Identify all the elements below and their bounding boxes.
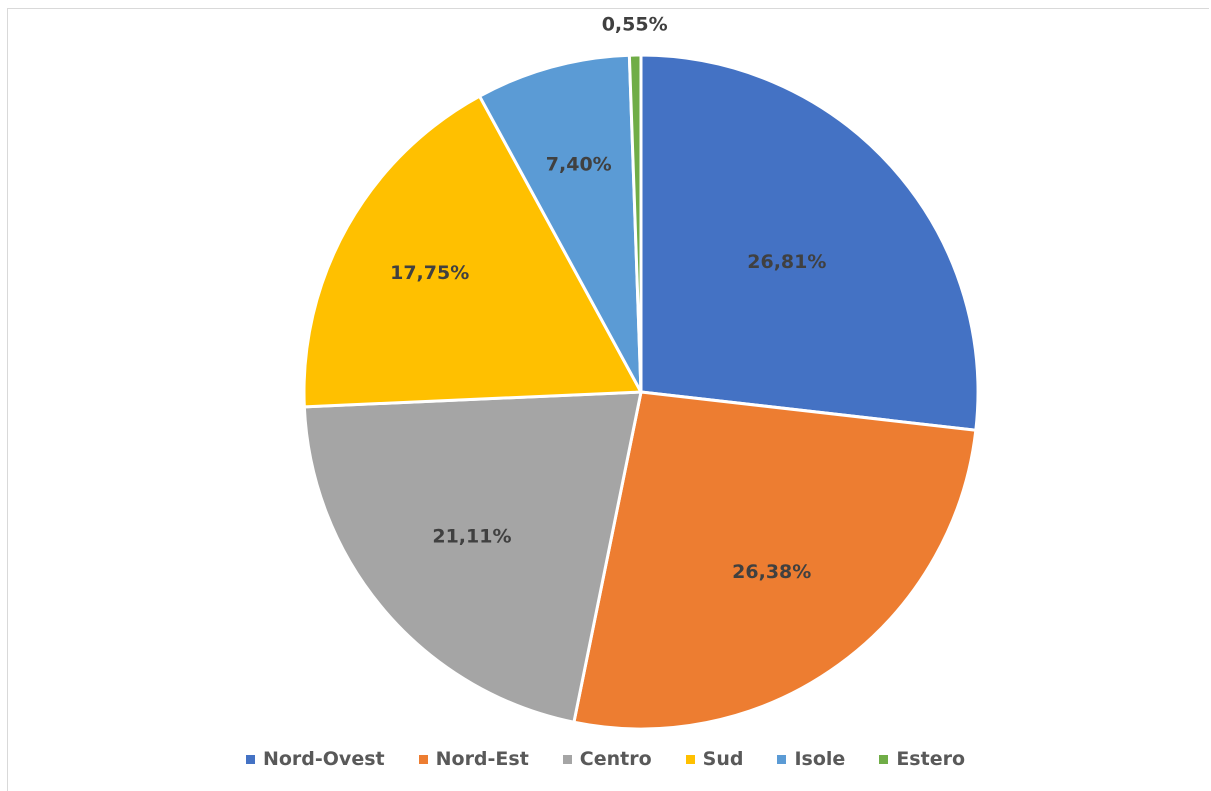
legend-label: Nord-Ovest xyxy=(262,748,385,770)
legend-item-nord-est: Nord-Est xyxy=(418,748,529,770)
legend-swatch xyxy=(245,754,255,764)
data-label-sud: 17,75% xyxy=(390,262,469,284)
legend-item-centro: Centro xyxy=(562,748,652,770)
legend-item-estero: Estero xyxy=(879,748,965,770)
data-label-centro: 21,11% xyxy=(432,526,511,548)
legend-label: Sud xyxy=(702,748,744,770)
chart-legend: Nord-Ovest Nord-Est Centro Sud Isole Estero xyxy=(0,744,1211,774)
pie-slice-nord-est xyxy=(572,390,978,731)
legend-label: Centro xyxy=(579,748,652,770)
legend-item-sud: Sud xyxy=(685,748,744,770)
legend-label: Isole xyxy=(794,748,846,770)
pie-data-labels: 26,81% 26,38% 21,11% 17,75% 7,40% 0,55% xyxy=(390,14,826,583)
pie-slice-sud xyxy=(302,94,643,409)
pie-slice-estero xyxy=(627,53,643,394)
pie-slice-nord-ovest xyxy=(639,53,980,432)
pie-slice-isole xyxy=(478,53,643,394)
legend-label: Estero xyxy=(896,748,966,770)
data-label-nord-est: 26,38% xyxy=(732,561,811,583)
legend-label: Nord-Est xyxy=(435,748,529,770)
data-label-estero: 0,55% xyxy=(602,14,668,36)
data-label-isole: 7,40% xyxy=(546,153,612,175)
legend-swatch xyxy=(685,754,695,764)
data-label-nord-ovest: 26,81% xyxy=(747,251,826,273)
legend-swatch xyxy=(418,754,428,764)
legend-swatch xyxy=(777,754,787,764)
pie-slices xyxy=(302,53,980,731)
pie-slice-centro xyxy=(302,390,643,724)
legend-swatch xyxy=(562,754,572,764)
legend-swatch xyxy=(879,754,889,764)
legend-item-nord-ovest: Nord-Ovest xyxy=(245,748,385,770)
legend-item-isole: Isole xyxy=(777,748,845,770)
